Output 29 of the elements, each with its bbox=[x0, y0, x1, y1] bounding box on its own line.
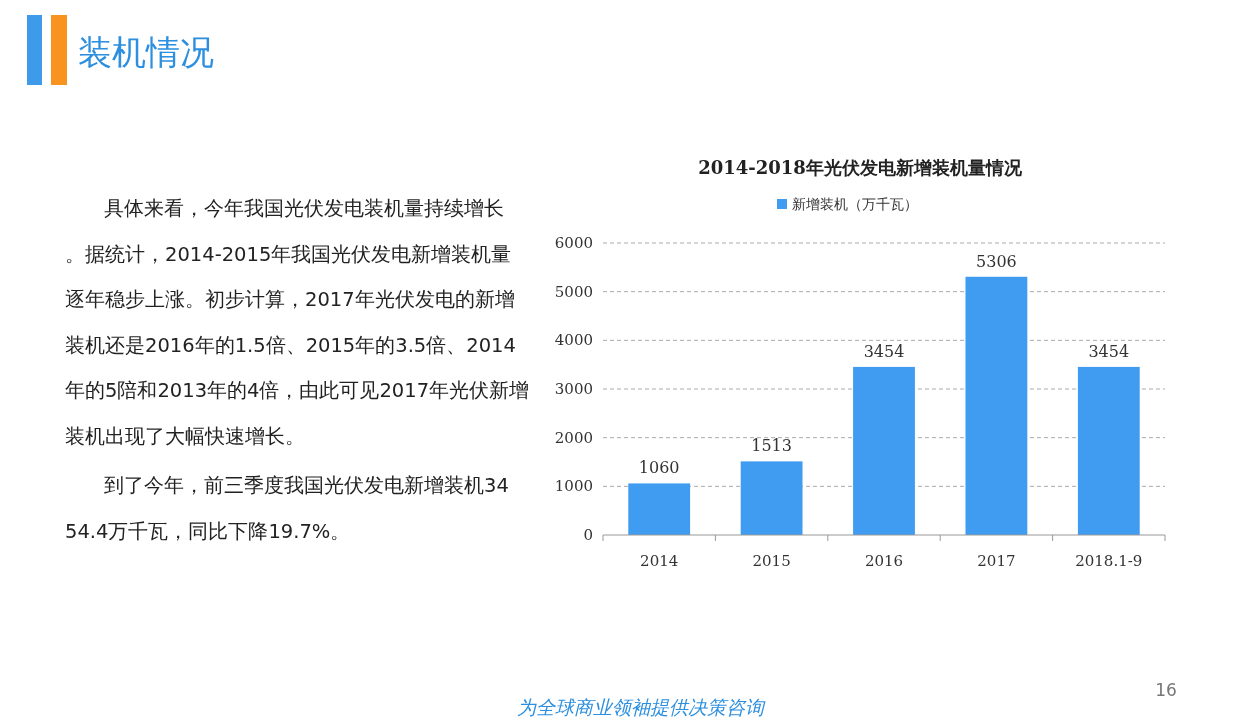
chart-title: 2014-2018年光伏发电新增装机量情况 bbox=[698, 157, 1023, 178]
bar bbox=[628, 483, 691, 535]
text: 为全球商业领袖提供决策咨询 bbox=[516, 696, 766, 718]
y-tick-label: 0 bbox=[583, 526, 593, 544]
y-tick-label: 3000 bbox=[554, 380, 593, 398]
x-tick-label: 2017 bbox=[977, 552, 1016, 570]
y-tick-label: 4000 bbox=[554, 331, 593, 350]
y-tick-label: 5000 bbox=[554, 282, 593, 301]
data-label: 5306 bbox=[976, 251, 1017, 271]
y-tick-label: 2000 bbox=[554, 428, 593, 447]
x-tick-label: 2015 bbox=[752, 552, 791, 570]
text: 16 bbox=[1155, 680, 1177, 700]
text: 到了今年，前三季度我国光伏发电新增装机3454.4万千瓦，同比下降19.7%。 bbox=[65, 474, 509, 543]
x-tick-label: 2016 bbox=[864, 552, 904, 570]
bar bbox=[853, 366, 915, 535]
data-label: 1513 bbox=[751, 436, 792, 456]
legend-label: 新增装机（万千瓦） bbox=[792, 196, 918, 212]
bar bbox=[740, 461, 803, 535]
bar bbox=[965, 276, 1028, 535]
text: 具体来看，今年我国光伏发电装机量持续增长。据统计，2014-2015年我国光伏发电新增装机量逐年稳步上涨。初步计算，2017年光伏发电的新增装机还是2016年的1.5倍、2015年的3.5倍、2014年的5陪和2013年的4倍，由此可见2017年光伏新增装机出现了大幅快速增长。 bbox=[65, 197, 530, 448]
y-tick-label: 1000 bbox=[554, 477, 593, 496]
data-label: 3454 bbox=[1088, 341, 1130, 361]
y-tick-label: 6000 bbox=[554, 234, 593, 252]
data-label: 3454 bbox=[863, 341, 905, 361]
data-label: 1060 bbox=[638, 458, 680, 478]
x-tick-label: 2018.1-9 bbox=[1075, 552, 1143, 570]
text: 装机情况 bbox=[78, 32, 214, 72]
x-tick-label: 2014 bbox=[640, 552, 679, 570]
bar bbox=[1077, 366, 1140, 535]
